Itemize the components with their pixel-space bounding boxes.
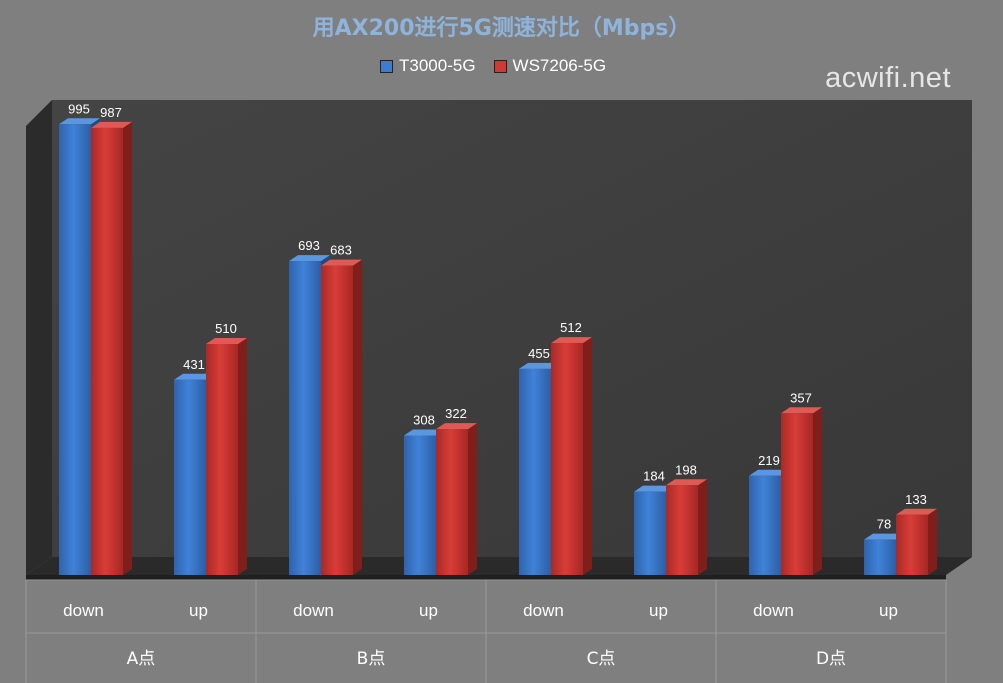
bar-0-2 <box>289 261 321 575</box>
chart-back-wall <box>52 100 972 557</box>
bar-top-1-1 <box>206 337 247 344</box>
group-label-2: C点 <box>587 649 616 669</box>
bar-side-1-0 <box>123 121 132 575</box>
chart-floor <box>26 557 972 575</box>
bar-top-1-3 <box>436 423 477 430</box>
bar-0-6 <box>749 475 781 575</box>
chart-side-wall <box>26 100 52 575</box>
data-label-1-0: 987 <box>100 105 122 120</box>
bar-1-3 <box>436 429 468 575</box>
data-label-0-5: 184 <box>643 469 665 484</box>
bar-0-4 <box>519 368 551 575</box>
data-label-0-7: 78 <box>877 517 891 532</box>
x-tick-label-7: up <box>879 601 898 620</box>
bar-top-0-2 <box>289 255 330 262</box>
watermark: acwifi.net <box>825 62 951 94</box>
data-label-1-3: 322 <box>445 406 467 421</box>
data-label-0-3: 308 <box>413 412 435 427</box>
bar-1-7 <box>896 514 928 575</box>
chart-title: 用AX200进行5G测速对比（Mbps） <box>312 16 691 41</box>
x-tick-label-0: down <box>63 601 104 620</box>
bar-top-0-7 <box>864 533 905 540</box>
bar-side-1-2 <box>353 259 362 575</box>
bar-0-1 <box>174 379 206 575</box>
bar-side-1-4 <box>583 337 592 575</box>
bar-top-0-4 <box>519 362 560 369</box>
legend-swatch-series2 <box>493 59 507 73</box>
x-tick-label-5: up <box>649 601 668 620</box>
legend-item-series1: T3000-5G <box>380 56 476 76</box>
bar-side-1-3 <box>468 423 477 575</box>
group-label-0: A点 <box>127 649 156 669</box>
legend-item-series2: WS7206-5G <box>493 56 607 76</box>
bar-0-0 <box>59 124 91 575</box>
data-label-0-6: 219 <box>758 453 780 468</box>
bar-top-0-0 <box>59 118 100 125</box>
x-tick-label-1: up <box>189 601 208 620</box>
x-tick-label-4: down <box>523 601 564 620</box>
x-tick-label-3: up <box>419 601 438 620</box>
bar-0-3 <box>404 435 436 575</box>
data-label-0-1: 431 <box>183 357 205 372</box>
data-label-1-7: 133 <box>905 492 927 507</box>
bar-1-2 <box>321 265 353 575</box>
data-label-0-4: 455 <box>528 346 550 361</box>
bar-0-5 <box>634 491 666 575</box>
bar-top-1-2 <box>321 259 362 266</box>
data-label-0-0: 995 <box>68 101 90 116</box>
bar-top-0-1 <box>174 373 215 380</box>
bar-top-1-7 <box>896 508 937 515</box>
data-label-1-1: 510 <box>215 321 237 336</box>
data-label-0-2: 693 <box>298 238 320 253</box>
bar-1-4 <box>551 343 583 575</box>
data-label-1-4: 512 <box>560 320 582 335</box>
legend-swatch-series1 <box>380 59 393 73</box>
group-label-1: B点 <box>357 649 386 669</box>
x-tick-label-6: down <box>753 601 794 620</box>
data-label-1-2: 683 <box>330 243 352 258</box>
x-tick-label-2: down <box>293 601 334 620</box>
bar-side-1-6 <box>813 407 822 575</box>
bar-side-1-5 <box>698 479 707 575</box>
chart-floor-edge <box>26 575 946 580</box>
bar-top-1-5 <box>666 479 707 486</box>
bar-1-5 <box>666 485 698 575</box>
bar-1-6 <box>781 413 813 575</box>
bar-top-1-4 <box>551 337 592 344</box>
legend: T3000-5G WS7206-5G <box>380 56 606 76</box>
bar-top-0-6 <box>749 469 790 476</box>
bar-side-1-1 <box>238 337 247 575</box>
legend-label-series2: WS7206-5G <box>512 56 607 75</box>
data-label-1-5: 198 <box>675 462 697 477</box>
bar-top-0-3 <box>404 429 445 436</box>
bar-top-1-6 <box>781 407 822 414</box>
bar-0-7 <box>864 539 896 575</box>
group-label-3: D点 <box>816 649 846 669</box>
bar-top-0-5 <box>634 485 675 492</box>
bar-1-0 <box>91 127 123 575</box>
legend-label-series1: T3000-5G <box>399 56 476 75</box>
bar-side-1-7 <box>928 508 937 575</box>
bar-top-1-0 <box>91 121 132 128</box>
bar-1-1 <box>206 343 238 575</box>
data-label-1-6: 357 <box>790 390 812 405</box>
